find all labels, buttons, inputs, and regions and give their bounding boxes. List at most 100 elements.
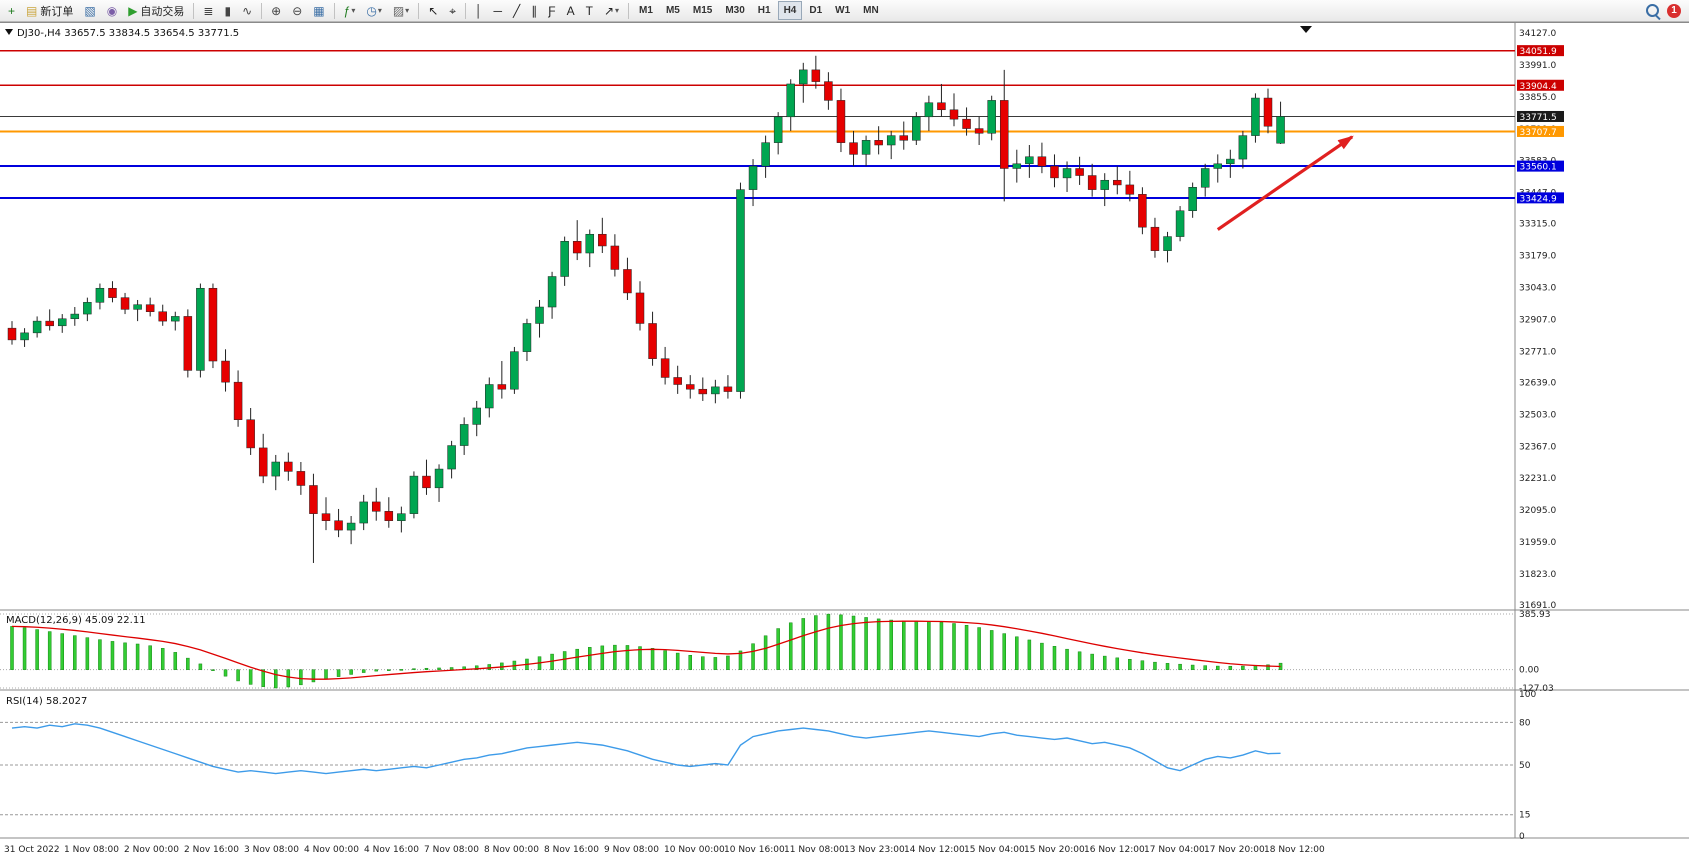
dropdown-arrow-icon: ▾ xyxy=(615,6,620,15)
crosshair-button[interactable]: ⌖ xyxy=(444,1,461,20)
periods-button[interactable]: ◷ ▾ xyxy=(361,1,387,20)
macd-axis-label: 0.00 xyxy=(1519,666,1539,676)
zoom-in-icon: ⊕ xyxy=(271,3,282,18)
line-chart-icon: ∿ xyxy=(242,3,253,18)
panel-borders xyxy=(0,22,1689,839)
macd-axis-label: -127.03 xyxy=(1519,684,1554,694)
indicators-button[interactable]: ƒ ▾ xyxy=(339,1,361,20)
price-axis-label: 33315.0 xyxy=(1519,220,1556,230)
cursor-button[interactable]: ↖ xyxy=(423,1,443,20)
time-label: 8 Nov 00:00 xyxy=(484,845,539,855)
price-axis-label: 32095.0 xyxy=(1519,506,1556,516)
time-label: 10 Nov 16:00 xyxy=(724,845,785,855)
profiles-icon: ▧ xyxy=(84,3,96,18)
toolbar-separator xyxy=(261,2,263,19)
zoom-out-button[interactable]: ⊖ xyxy=(287,1,307,20)
price-tag: 33560.1 xyxy=(1520,163,1557,173)
channel-icon: ∥ xyxy=(531,3,538,18)
new-order-icon: ▤ xyxy=(26,3,38,18)
time-label: 18 Nov 12:00 xyxy=(1264,845,1325,855)
main-toolbar: + ▤ 新订单 ▧ ◉ ▶ 自动交易 ≣ ▮ ∿ ⊕ ⊖ ▦ ƒ ▾ ◷ ▾ ▨ ▾ ↖ ⌖ │ ─ ╱ ∥ Ƒ A T ↗ ▾ M1 M5 M… xyxy=(0,0,1689,22)
ohlc-toggle-icon[interactable] xyxy=(5,29,13,35)
price-axis-label: 31823.0 xyxy=(1519,570,1556,580)
autotrading-button[interactable]: ▶ 自动交易 xyxy=(123,1,189,20)
vertical-line-icon: │ xyxy=(475,3,483,18)
price-axis-label: 32771.0 xyxy=(1519,347,1556,357)
indicators-icon: ƒ xyxy=(343,3,351,18)
rsi-axis-label: 100 xyxy=(1519,690,1536,700)
templates-button[interactable]: ▨ ▾ xyxy=(388,1,414,20)
time-label: 2 Nov 00:00 xyxy=(124,845,179,855)
symbol-ohlc-label: DJ30-,H4 33657.5 33834.5 33654.5 33771.5 xyxy=(17,28,239,39)
price-axis-label: 33991.0 xyxy=(1519,61,1556,71)
time-label: 14 Nov 12:00 xyxy=(904,845,965,855)
arrows-icon: ↗ xyxy=(603,3,615,18)
new-order-button[interactable]: ▤ 新订单 xyxy=(21,1,78,20)
trendline-button[interactable]: ╱ xyxy=(508,1,525,20)
timeframe-mn-button[interactable]: MN xyxy=(857,1,885,20)
price-tags: 34051.9 33904.4 33771.5 33707.7 33560.1 33424… xyxy=(1517,45,1564,204)
arrows-button[interactable]: ↗ ▾ xyxy=(599,1,624,20)
price-axis-label: 33043.0 xyxy=(1519,284,1556,294)
search-icon[interactable] xyxy=(1646,4,1659,17)
label-icon: T xyxy=(585,3,593,18)
price-axis-label: 32907.0 xyxy=(1519,315,1556,325)
autotrading-button-label: 自动交易 xyxy=(140,5,185,18)
channel-button[interactable]: ∥ xyxy=(526,1,542,20)
toolbar-separator xyxy=(193,2,195,19)
timeframe-m15-button[interactable]: M15 xyxy=(687,1,718,20)
price-axis-label: 33855.0 xyxy=(1519,93,1556,103)
zoom-out-icon: ⊖ xyxy=(292,3,303,18)
price-tag: 33424.9 xyxy=(1520,194,1557,204)
time-label: 31 Oct 2022 xyxy=(4,845,60,855)
market-watch-button[interactable]: ◉ xyxy=(102,1,122,20)
notification-badge[interactable]: 1 xyxy=(1667,3,1681,18)
market-watch-icon: ◉ xyxy=(106,3,118,18)
price-axis-label: 31691.0 xyxy=(1519,601,1556,611)
price-axis-label: 32231.0 xyxy=(1519,474,1556,484)
horizontal-line-button[interactable]: ─ xyxy=(489,1,508,20)
rsi-axis-label: 15 xyxy=(1519,811,1530,821)
timeframe-d1-button[interactable]: D1 xyxy=(803,1,828,20)
timeframe-m30-button[interactable]: M30 xyxy=(719,1,750,20)
periods-icon: ◷ xyxy=(366,3,377,18)
timeframe-h1-button[interactable]: H1 xyxy=(752,1,777,20)
timeframe-h4-button[interactable]: H4 xyxy=(777,1,803,20)
chart-background xyxy=(0,22,1689,865)
price-tag: 33707.7 xyxy=(1520,128,1557,138)
trend-arrow[interactable] xyxy=(1216,135,1354,231)
time-label: 13 Nov 23:00 xyxy=(844,845,905,855)
macd-axis-label: 385.93 xyxy=(1519,610,1551,620)
price-axis-label: 33179.0 xyxy=(1519,252,1556,262)
tile-windows-icon: ▦ xyxy=(313,3,325,18)
bar-chart-button[interactable]: ≣ xyxy=(198,1,218,20)
zoom-in-button[interactable]: ⊕ xyxy=(266,1,286,20)
toolbar-separator xyxy=(628,2,630,19)
candlestick-chart-button[interactable]: ▮ xyxy=(219,1,236,20)
dropdown-arrow-icon: ▾ xyxy=(377,6,382,15)
text-button[interactable]: A xyxy=(562,1,580,20)
time-label: 4 Nov 16:00 xyxy=(364,845,419,855)
cursor-icon: ↖ xyxy=(428,3,439,18)
chart-canvas[interactable]: 34127.033991.033855.033719.033583.033447… xyxy=(0,22,1689,865)
time-label: 2 Nov 16:00 xyxy=(184,845,239,855)
price-axis-label: 31959.0 xyxy=(1519,538,1556,548)
price-tag: 33904.4 xyxy=(1520,82,1557,92)
timeframe-w1-button[interactable]: W1 xyxy=(829,1,856,20)
new-chart-button[interactable]: + xyxy=(3,1,20,20)
new-chart-icon: + xyxy=(8,3,16,18)
profiles-button[interactable]: ▧ xyxy=(79,1,100,20)
time-label: 3 Nov 08:00 xyxy=(244,845,299,855)
timeframe-m5-button[interactable]: M5 xyxy=(660,1,686,20)
fibonacci-button[interactable]: Ƒ xyxy=(543,1,560,20)
autotrading-icon: ▶ xyxy=(128,3,138,18)
tile-windows-button[interactable]: ▦ xyxy=(308,1,329,20)
toolbar-separator xyxy=(465,2,467,19)
label-button[interactable]: T xyxy=(581,1,598,20)
time-label: 15 Nov 04:00 xyxy=(964,845,1025,855)
line-chart-button[interactable]: ∿ xyxy=(237,1,257,20)
chart-shift-marker[interactable] xyxy=(1300,26,1312,33)
new-order-button-label: 新订单 xyxy=(40,5,74,18)
vertical-line-button[interactable]: │ xyxy=(470,1,488,20)
timeframe-m1-button[interactable]: M1 xyxy=(633,1,659,20)
